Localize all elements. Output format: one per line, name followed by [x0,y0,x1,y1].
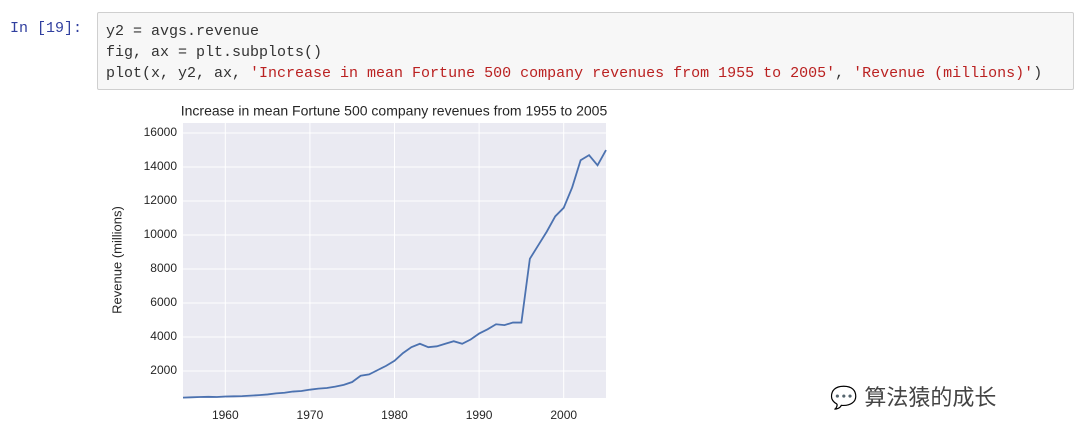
x-tick-label: 1970 [297,408,324,422]
y-tick-label: 12000 [144,193,178,207]
code-token: ) [1033,65,1043,82]
y-tick-label: 2000 [150,363,177,377]
code-string: 'Increase in mean Fortune 500 company re… [250,65,836,82]
y-tick-label: 6000 [150,295,177,309]
code-token: , [835,65,854,82]
x-tick-label: 1990 [466,408,493,422]
code-line: plot(x, y2, ax, 'Increase in mean Fortun… [106,63,1065,84]
watermark-text: 算法猿的成长 [864,386,997,411]
code-line: y2 = avgs.revenue [106,23,260,40]
y-tick-label: 10000 [144,227,178,241]
code-cell[interactable]: y2 = avgs.revenue fig, ax = plt.subplots(… [97,12,1074,90]
data-line [182,149,607,399]
code-string: 'Revenue (millions)' [853,65,1034,82]
chart: Increase in mean Fortune 500 company rev… [109,103,608,422]
chart-title: Increase in mean Fortune 500 company rev… [181,103,608,119]
input-prompt: In [19]: [10,20,83,37]
y-tick-label: 8000 [150,261,177,275]
y-axis-label: Revenue (millions) [109,206,124,314]
code-line: fig, ax = plt.subplots() [106,44,323,61]
wechat-icon: 💬 [830,386,865,411]
y-tick-label: 4000 [150,329,177,343]
x-tick-label: 2000 [550,408,577,422]
y-tick-label: 16000 [144,125,178,139]
watermark: 💬 算法猿的成长 [830,380,996,412]
y-tick-label: 14000 [144,159,178,173]
x-tick-label: 1980 [381,408,408,422]
code-token: plot(x, y2, ax, [106,65,251,82]
x-tick-label: 1960 [212,408,239,422]
